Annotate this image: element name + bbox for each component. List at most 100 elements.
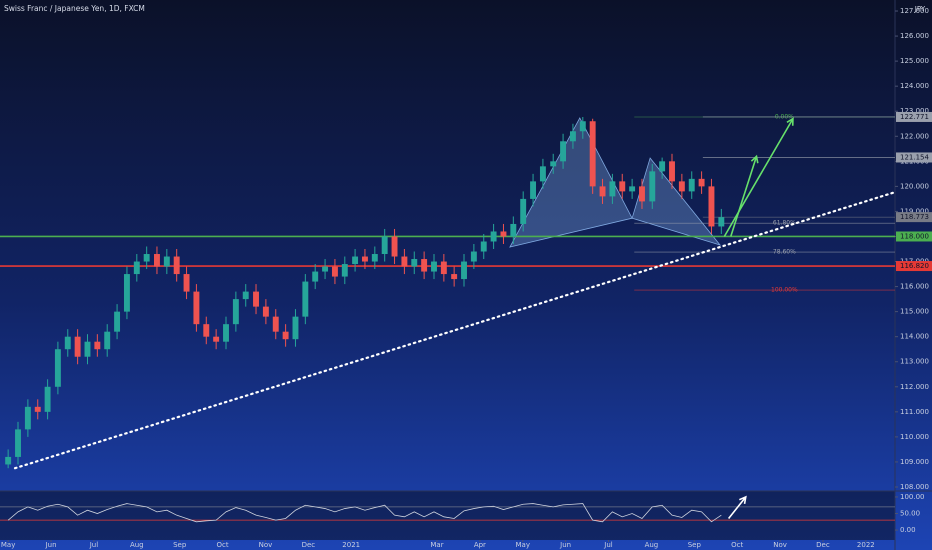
candle-body: [114, 311, 121, 332]
candle-body: [639, 186, 645, 202]
candle-body: [361, 256, 368, 262]
candle-body: [431, 261, 437, 272]
candle-body: [253, 291, 259, 307]
x-tick-label: Dec: [302, 541, 316, 549]
candle-body: [84, 341, 91, 357]
candle-body: [490, 231, 497, 242]
price-label-box: [896, 231, 932, 242]
y-tick-label: 108.000: [900, 483, 929, 491]
x-tick-label: Oct: [217, 541, 229, 549]
candle-body: [480, 241, 487, 252]
candle-body: [203, 324, 210, 337]
price-label: 118.773: [900, 213, 929, 221]
candle-body: [104, 331, 111, 350]
candle-body: [539, 166, 546, 182]
candle-body: [123, 274, 130, 312]
candle-body: [411, 259, 418, 267]
candle-body: [94, 341, 101, 350]
x-tick-label: Jun: [45, 541, 57, 549]
y-tick-label: 119.000: [900, 207, 929, 215]
candle-body: [659, 161, 666, 172]
candle-body: [669, 161, 675, 182]
candle-body: [213, 336, 220, 342]
x-tick-label: Sep: [688, 541, 702, 549]
candle-body: [153, 254, 160, 267]
candle-body: [44, 386, 51, 412]
price-label: 116.820: [900, 262, 929, 270]
x-tick-label: May: [1, 541, 15, 549]
candle-body: [688, 178, 695, 192]
candle-body: [223, 324, 229, 342]
candle-body: [54, 349, 61, 387]
candle-body: [678, 181, 685, 192]
candle-body: [74, 336, 81, 357]
y-tick-label: 126.000: [900, 32, 929, 40]
y-tick-label: 115.000: [900, 308, 929, 316]
candle-body: [530, 181, 537, 199]
candle-body: [708, 186, 715, 227]
candle-body: [331, 266, 338, 277]
x-tick-label: 2022: [857, 541, 875, 549]
x-tick-label: Oct: [731, 541, 743, 549]
rsi-tick-label: 100.00: [900, 493, 925, 501]
x-tick-label: Aug: [130, 541, 144, 549]
candle-body: [401, 256, 408, 267]
price-label: 118.000: [900, 232, 929, 240]
arrow: [729, 154, 759, 237]
candle-body: [698, 178, 705, 187]
candle-body: [569, 131, 576, 142]
candle-body: [133, 261, 140, 275]
candle-body: [520, 198, 527, 224]
candle-body: [24, 406, 31, 430]
price-label: 122.771: [900, 113, 929, 121]
candle-body: [609, 181, 616, 197]
candle-body: [272, 316, 279, 332]
y-tick-label: 110.000: [900, 433, 929, 441]
price-label-box: [896, 111, 932, 122]
candle-body: [371, 254, 378, 262]
candle-body: [629, 186, 636, 192]
y-tick-label: 111.000: [900, 408, 929, 416]
y-tick-label: 116.000: [900, 283, 929, 291]
candle-body: [292, 316, 299, 340]
fib-label: 100.00%: [771, 287, 798, 294]
y-tick-label: 114.000: [900, 333, 929, 341]
y-tick-label: 109.000: [900, 458, 929, 466]
candle-body: [15, 429, 21, 457]
rsi-line: [7, 503, 722, 523]
candle-body: [649, 171, 656, 202]
candle-body: [242, 291, 249, 300]
price-label-box: [896, 212, 932, 223]
candle-body: [193, 291, 200, 325]
x-tick-label: Aug: [645, 541, 659, 549]
y-tick-label: 122.000: [900, 132, 929, 140]
y-tick-label: 123.000: [900, 107, 929, 115]
candle-body: [589, 121, 596, 187]
x-tick-label: Dec: [816, 541, 830, 549]
candle-body: [550, 161, 557, 167]
candle-body: [560, 141, 567, 162]
candle-body: [341, 264, 348, 277]
candle-body: [232, 299, 239, 325]
y-tick-label: 120.000: [900, 182, 929, 190]
y-tick-label: 113.000: [900, 358, 929, 366]
x-tick-label: Jul: [89, 541, 99, 549]
candle-body: [312, 271, 319, 282]
rsi-tick-label: 50.00: [900, 510, 920, 518]
candle-body: [500, 231, 507, 237]
candle-body: [579, 121, 586, 132]
candle-body: [440, 261, 447, 275]
y-tick-label: 112.000: [900, 383, 929, 391]
candle-body: [352, 256, 359, 265]
fib-label: 61.80%: [773, 220, 796, 227]
candle-body: [64, 336, 71, 350]
harmonic-pattern: [509, 117, 633, 248]
x-tick-label: Apr: [474, 541, 486, 549]
price-label: 121.154: [900, 153, 929, 161]
candle-body: [381, 236, 388, 255]
candle-body: [143, 254, 150, 262]
rsi-pane: [0, 491, 895, 540]
arrow: [727, 495, 747, 519]
x-tick-label: Jun: [559, 541, 571, 549]
